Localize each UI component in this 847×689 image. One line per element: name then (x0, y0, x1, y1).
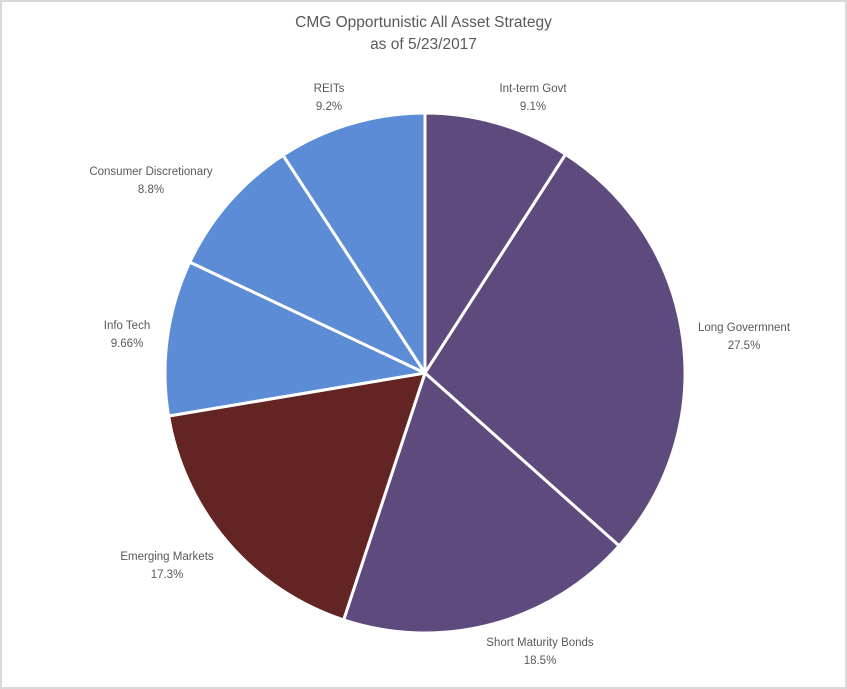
slice-label-value: 18.5% (523, 655, 557, 667)
chart-title: CMG Opportunistic All Asset Strategy as … (0, 12, 847, 56)
slice-label-name: Long Govermnent (697, 322, 791, 334)
pie-slice-long-govermnent (423, 152, 687, 548)
slice-label-short-maturity-bonds: Short Maturity Bonds 18.5% (486, 634, 593, 670)
slice-label-reits: REITs 9.2% (314, 80, 345, 116)
slice-label-value: 27.5% (727, 340, 761, 352)
chart-title-line2: as of 5/23/2017 (370, 36, 477, 53)
slice-label-value: 8.8% (137, 184, 165, 196)
pie-slice-short-maturity-bonds (342, 371, 621, 635)
slice-label-name: Emerging Markets (120, 551, 214, 563)
slice-label-name: Short Maturity Bonds (486, 637, 594, 649)
slice-label-info-tech: Info Tech 9.66% (104, 317, 150, 353)
slice-label-int-term-govt: Int-term Govt 9.1% (499, 80, 566, 116)
slice-label-name: REITs (313, 83, 345, 95)
pie-slice-info-tech (163, 260, 427, 418)
slice-label-name: Info Tech (103, 320, 151, 332)
slice-label-long-govermnent: Long Govermnent 27.5% (698, 319, 790, 355)
slice-label-value: 9.66% (110, 338, 144, 350)
slice-label-value: 9.2% (315, 101, 343, 113)
slice-label-consumer-discretionary: Consumer Discretionary 8.8% (89, 163, 212, 199)
pie-slice-int-term-govt (423, 111, 568, 375)
chart-title-line1: CMG Opportunistic All Asset Strategy (295, 14, 552, 31)
pie-slice-emerging-markets (167, 371, 427, 622)
slice-label-name: Int-term Govt (499, 83, 567, 95)
slice-label-emerging-markets: Emerging Markets 17.3% (120, 548, 213, 584)
slice-label-value: 17.3% (150, 569, 184, 581)
pie-slice-reits (281, 111, 427, 375)
slice-label-value: 9.1% (519, 101, 547, 113)
slice-label-name: Consumer Discretionary (89, 166, 213, 178)
pie-slice-consumer-discretionary (188, 153, 427, 375)
pie-slices-group (163, 111, 687, 635)
